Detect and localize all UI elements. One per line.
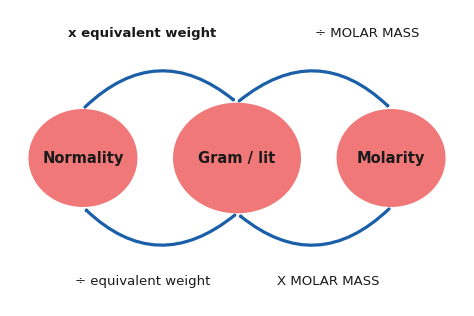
Text: Molarity: Molarity: [357, 150, 425, 166]
Text: x equivalent weight: x equivalent weight: [68, 27, 216, 40]
Ellipse shape: [337, 109, 446, 207]
Ellipse shape: [173, 103, 301, 213]
FancyArrowPatch shape: [241, 209, 389, 245]
Text: ÷ MOLAR MASS: ÷ MOLAR MASS: [315, 27, 419, 40]
FancyArrowPatch shape: [85, 71, 233, 107]
Ellipse shape: [28, 109, 137, 207]
Text: Normality: Normality: [42, 150, 124, 166]
Text: Gram / lit: Gram / lit: [199, 150, 275, 166]
FancyArrowPatch shape: [239, 71, 388, 106]
FancyArrowPatch shape: [86, 210, 235, 245]
Text: ÷ equivalent weight: ÷ equivalent weight: [74, 275, 210, 289]
Text: X MOLAR MASS: X MOLAR MASS: [277, 275, 380, 289]
